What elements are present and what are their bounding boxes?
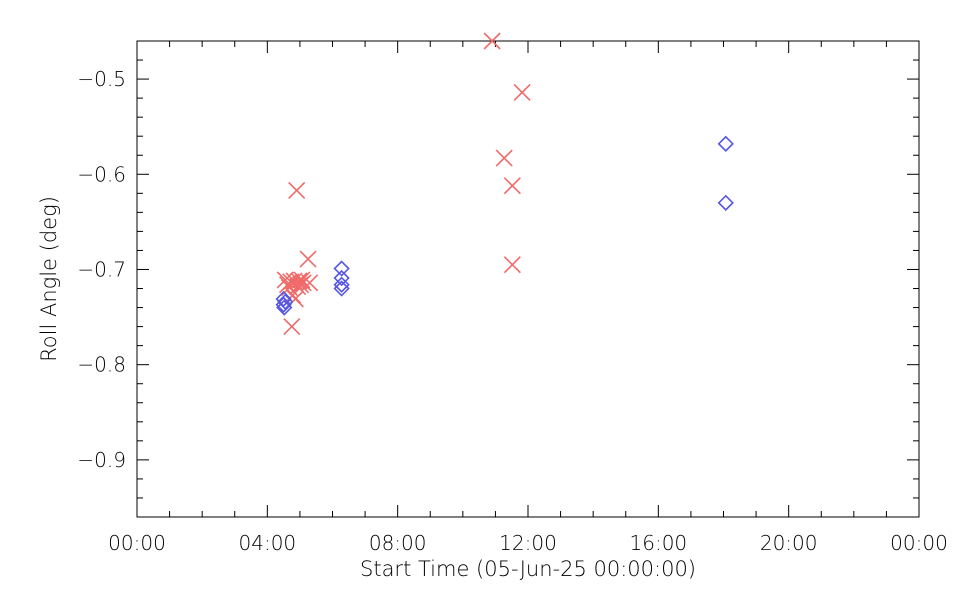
x-tick-label: 00:00 [890, 531, 948, 555]
x-marker [503, 256, 521, 274]
diamond-marker [275, 290, 292, 308]
y-tick-label: −0.9 [77, 448, 126, 472]
x-tick-label: 04:00 [239, 531, 297, 555]
y-axis-label: Roll Angle (deg) [37, 196, 61, 362]
diamond-marker [333, 276, 350, 293]
x-marker [503, 177, 521, 195]
x-tick-label: 12:00 [499, 531, 557, 555]
tick-labels: 00:00 04:00 08:00 12:00 16:00 20:00 00:00 −0.9 −… [77, 67, 947, 555]
x-tick-label: 20:00 [760, 531, 818, 555]
x-marker [290, 272, 308, 290]
plot-frame [136, 40, 920, 518]
x-marker [495, 149, 513, 167]
x-axis-label: Start Time (05-Jun-25 00:00:00) [360, 557, 696, 581]
x-marker [299, 250, 317, 268]
y-tick-label: −0.7 [77, 257, 126, 281]
diamond-marker [333, 260, 350, 277]
y-tick-label: −0.6 [77, 162, 126, 186]
x-marker [288, 181, 306, 200]
diamond-marker [333, 269, 350, 287]
diamond-marker [717, 135, 734, 152]
diamond-marker [333, 280, 350, 297]
x-tick-label: 16:00 [630, 531, 688, 555]
diamond-marker [277, 293, 294, 310]
x-tick-label: 00:00 [108, 531, 166, 555]
y-tick-label: −0.5 [77, 67, 126, 91]
x-marker [283, 318, 301, 336]
diamond-marker [717, 194, 734, 211]
x-marker [294, 274, 312, 292]
axis-ticks [136, 40, 920, 518]
data-markers [275, 32, 734, 336]
y-tick-label: −0.8 [77, 353, 126, 377]
x-marker [301, 274, 319, 292]
x-marker [483, 32, 501, 50]
x-tick-label: 08:00 [369, 531, 427, 555]
x-marker [513, 83, 531, 101]
